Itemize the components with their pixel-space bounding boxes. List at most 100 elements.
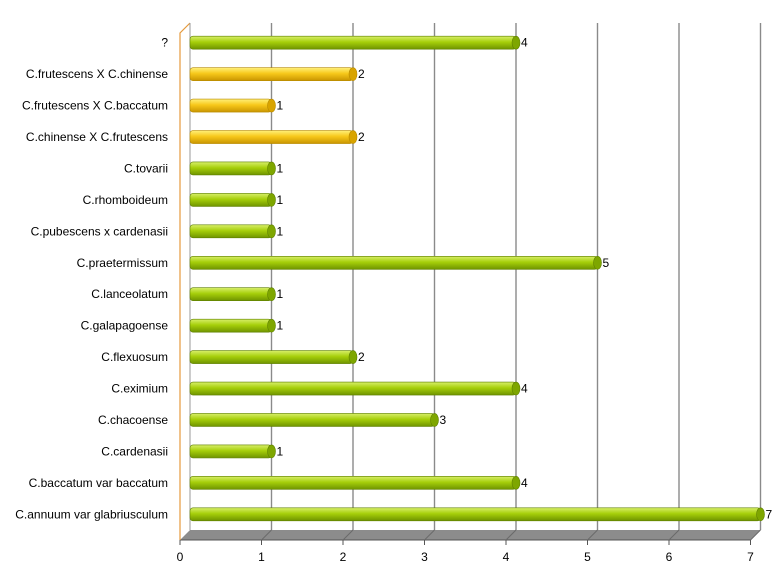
category-label: C.rhomboideum <box>83 193 168 207</box>
data-label: 7 <box>766 507 773 521</box>
category-label: C.annuum var glabriusculum <box>15 507 168 521</box>
gridline-floor <box>750 529 761 541</box>
bar-end-cap <box>430 413 439 427</box>
category-label: C.praetermissum <box>77 256 168 270</box>
bar-body <box>189 98 272 113</box>
y-axis-wall-edge <box>179 22 191 540</box>
category-label: C.frutescens X C.baccatum <box>22 99 168 113</box>
bar <box>189 255 602 270</box>
plot-area <box>179 22 762 545</box>
data-label: 1 <box>277 193 284 207</box>
category-label: C.frutescens X C.chinense <box>26 67 168 81</box>
category-label: C.galapagoense <box>81 319 169 333</box>
bar-body <box>189 507 761 522</box>
bar-end-cap <box>756 507 765 522</box>
bar <box>189 476 521 490</box>
gridline-floor <box>342 529 354 541</box>
bar-end-cap <box>348 350 358 364</box>
bar-body <box>189 193 272 207</box>
category-label: C.pubescens x cardenasii <box>31 224 168 238</box>
data-label: 2 <box>358 130 365 144</box>
data-label: 4 <box>521 382 528 396</box>
category-label: C.lanceolatum <box>91 287 168 301</box>
bar <box>189 507 765 522</box>
bar-end-cap <box>267 287 276 302</box>
bar-body <box>189 130 354 144</box>
bar <box>189 413 439 427</box>
x-tick-label: 5 <box>584 550 591 564</box>
bar <box>189 193 276 207</box>
bar-end-cap <box>267 224 276 239</box>
bar <box>189 350 358 364</box>
data-label: 1 <box>277 319 284 333</box>
bar-body <box>189 381 517 396</box>
bar-end-cap <box>267 193 276 207</box>
bar-end-cap <box>267 161 276 176</box>
x-tick-label: 1 <box>258 550 265 564</box>
gridline-floor <box>261 529 272 541</box>
bars-group <box>189 35 765 522</box>
data-label: 2 <box>358 67 365 81</box>
bar <box>189 287 276 302</box>
bar-body <box>189 413 435 427</box>
data-label: 1 <box>277 444 284 458</box>
gridline-floor <box>424 529 435 541</box>
bar-body <box>189 287 272 302</box>
bar-body <box>189 255 598 270</box>
bar-end-cap <box>348 130 358 144</box>
bar-end-cap <box>511 381 521 396</box>
data-label: 3 <box>440 413 447 427</box>
x-tick-label: 7 <box>747 550 754 564</box>
category-label: C.baccatum var baccatum <box>29 476 168 490</box>
bar <box>189 444 276 459</box>
bar <box>189 318 276 333</box>
category-label: C.flexuosum <box>101 350 168 364</box>
x-tick-label: 2 <box>340 550 347 564</box>
chart-floor <box>180 530 761 540</box>
bar <box>189 130 358 144</box>
category-label: C.chinense X C.frutescens <box>26 130 168 144</box>
bar-end-cap <box>267 444 276 459</box>
x-tick-label: 3 <box>421 550 428 564</box>
bar-body <box>189 67 354 81</box>
data-label: 5 <box>603 256 610 270</box>
bar-body <box>189 161 272 176</box>
bar <box>189 67 358 81</box>
gridline-floor <box>505 529 517 541</box>
bar-body <box>189 350 354 364</box>
bar-end-cap <box>511 476 521 490</box>
data-label: 2 <box>358 350 365 364</box>
bar-end-cap <box>593 255 602 270</box>
category-label: ? <box>161 36 168 50</box>
data-label: 1 <box>277 161 284 175</box>
bar <box>189 161 276 176</box>
gridline-floor <box>587 529 598 541</box>
category-label: C.chacoense <box>98 413 168 427</box>
labels-group: 0 1 2 3 4 5 6 7? 4 C.frutescens X C.chinense 2 C.fr… <box>15 36 772 564</box>
bar <box>189 35 521 50</box>
x-tick-label: 6 <box>666 550 673 564</box>
category-label: C.tovarii <box>124 161 168 175</box>
bar-end-cap <box>267 98 276 113</box>
bar-body <box>189 224 272 239</box>
bar-body <box>189 35 517 50</box>
x-tick-label: 0 <box>177 550 184 564</box>
x-tick-label: 4 <box>503 550 510 564</box>
data-label: 1 <box>277 99 284 113</box>
bar <box>189 224 276 239</box>
data-label: 4 <box>521 36 528 50</box>
bar <box>189 98 276 113</box>
bar-end-cap <box>511 35 521 50</box>
category-label: C.eximium <box>111 382 168 396</box>
bar-body <box>189 476 517 490</box>
bar-end-cap <box>348 67 358 81</box>
category-label: C.cardenasii <box>101 444 168 458</box>
bar-body <box>189 444 272 459</box>
bar-end-cap <box>267 318 276 333</box>
data-label: 4 <box>521 476 528 490</box>
gridline-floor <box>668 529 680 541</box>
bar-body <box>189 318 272 333</box>
data-label: 1 <box>277 287 284 301</box>
bar <box>189 381 521 396</box>
